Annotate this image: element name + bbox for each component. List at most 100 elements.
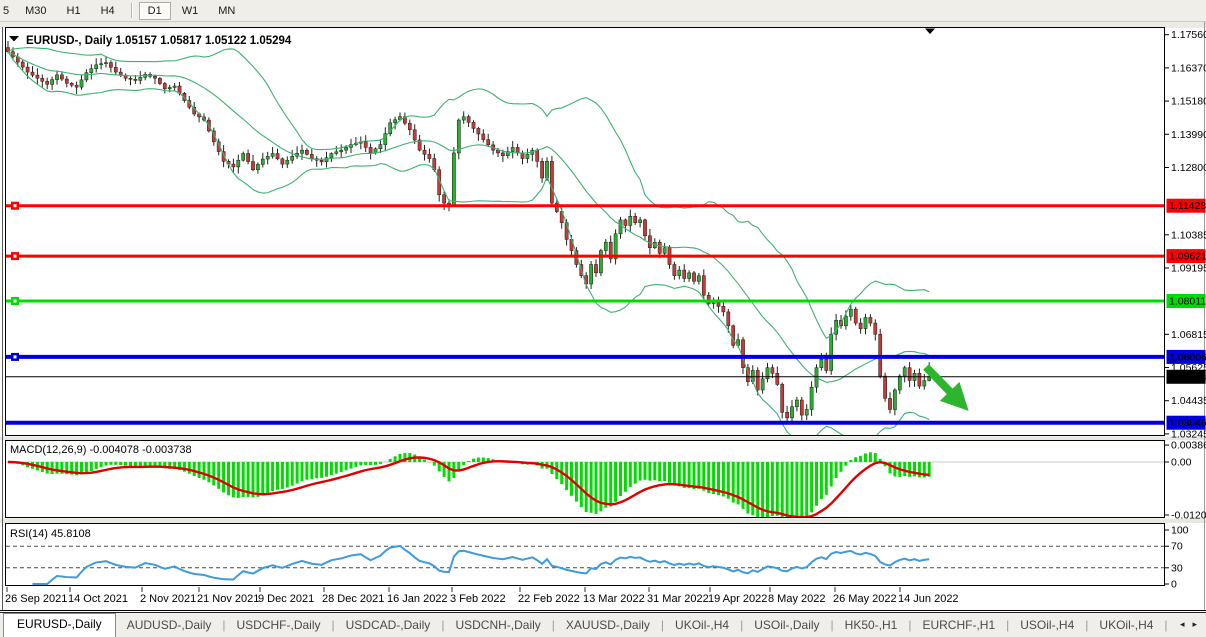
candle[interactable] <box>270 153 275 157</box>
candle[interactable] <box>648 235 652 249</box>
candle[interactable] <box>540 161 544 179</box>
candle[interactable] <box>731 325 736 346</box>
candle[interactable] <box>128 77 133 80</box>
candle[interactable] <box>427 154 432 159</box>
candle[interactable] <box>69 82 74 86</box>
candle[interactable] <box>481 133 486 140</box>
candle[interactable] <box>765 367 770 380</box>
rsi-panel[interactable] <box>5 523 1165 586</box>
candle[interactable] <box>388 122 393 134</box>
candle[interactable] <box>613 233 618 260</box>
candle[interactable] <box>153 76 157 79</box>
candle[interactable] <box>471 122 476 129</box>
candle[interactable] <box>305 149 309 155</box>
candle[interactable] <box>687 272 691 279</box>
candle[interactable] <box>422 149 427 155</box>
chart-tab-usdchf-daily[interactable]: USDCHF-,Daily <box>236 618 321 632</box>
candle[interactable] <box>917 373 922 387</box>
candle[interactable] <box>897 375 902 391</box>
candle[interactable] <box>848 308 853 317</box>
candle[interactable] <box>804 409 809 416</box>
candle[interactable] <box>795 399 799 407</box>
candle[interactable] <box>260 158 265 165</box>
candle[interactable] <box>863 317 868 329</box>
candle[interactable] <box>829 333 834 371</box>
candle[interactable] <box>496 149 500 154</box>
candle[interactable] <box>888 398 892 410</box>
candle[interactable] <box>246 153 250 162</box>
candle[interactable] <box>241 153 246 161</box>
candle[interactable] <box>858 322 863 329</box>
candle[interactable] <box>505 151 510 156</box>
candle[interactable] <box>393 119 397 124</box>
chart-tab-audusd-daily[interactable]: AUDUSD-,Daily <box>126 618 212 632</box>
candle[interactable] <box>231 163 236 168</box>
candle[interactable] <box>868 317 873 324</box>
chart-tab-usoil-daily[interactable]: USOil-,Daily <box>754 618 820 632</box>
candle[interactable] <box>452 152 456 207</box>
timeframe-button-M30[interactable]: M30 <box>25 4 47 17</box>
candle[interactable] <box>902 367 907 377</box>
latest-bar-marker-icon[interactable] <box>925 28 935 35</box>
candle[interactable] <box>138 77 143 81</box>
candle[interactable] <box>25 66 30 73</box>
candle[interactable] <box>55 74 59 80</box>
candle[interactable] <box>697 275 701 282</box>
candle[interactable] <box>378 144 383 150</box>
candle[interactable] <box>677 269 682 276</box>
candle[interactable] <box>775 373 780 385</box>
symbol-dropdown-icon[interactable] <box>9 36 19 42</box>
candle[interactable] <box>40 77 45 82</box>
candle[interactable] <box>726 311 731 327</box>
candle[interactable] <box>50 79 54 85</box>
candle[interactable] <box>319 159 324 163</box>
candle[interactable] <box>461 116 466 121</box>
candle[interactable] <box>300 149 304 154</box>
candle[interactable] <box>692 272 696 282</box>
candle[interactable] <box>35 74 40 79</box>
candle[interactable] <box>334 151 339 154</box>
candle[interactable] <box>94 64 99 69</box>
candle[interactable] <box>525 154 530 159</box>
chart-area[interactable]: 1.17560 1.16370 1.15180 1.13990 1.12800 1.103… <box>0 22 1206 612</box>
candle[interactable] <box>79 79 84 88</box>
candle[interactable] <box>89 68 94 73</box>
panel-splitter[interactable] <box>0 518 1206 524</box>
timeframe-button-H4[interactable]: H4 <box>100 4 115 17</box>
candle[interactable] <box>456 119 461 154</box>
candle[interactable] <box>927 376 932 381</box>
candle[interactable] <box>109 62 113 68</box>
chart-tab-hk50-h1[interactable]: HK50-,H1 <box>844 618 898 632</box>
candle[interactable] <box>809 386 814 410</box>
candle[interactable] <box>662 247 667 254</box>
candle[interactable] <box>893 389 897 410</box>
candle[interactable] <box>118 71 123 76</box>
candle[interactable] <box>515 147 520 154</box>
candle[interactable] <box>412 129 417 141</box>
candle[interactable] <box>790 406 794 419</box>
candle[interactable] <box>785 412 789 419</box>
timeframe-button-W1[interactable]: W1 <box>181 4 199 17</box>
candle[interactable] <box>535 149 540 162</box>
candle[interactable] <box>60 74 64 80</box>
candle[interactable] <box>770 367 775 374</box>
candle[interactable] <box>594 264 598 274</box>
candle[interactable] <box>383 133 388 145</box>
candle[interactable] <box>368 147 373 154</box>
candle[interactable] <box>407 123 412 131</box>
candle[interactable] <box>251 161 255 170</box>
candle[interactable] <box>74 84 79 88</box>
candle[interactable] <box>633 216 638 223</box>
candle[interactable] <box>290 156 295 161</box>
candle[interactable] <box>550 161 554 204</box>
candle[interactable] <box>554 202 559 212</box>
timeframe-button-5[interactable]: 5 <box>3 4 10 17</box>
candle[interactable] <box>324 157 329 163</box>
candle[interactable] <box>824 359 829 371</box>
candle[interactable] <box>30 71 35 76</box>
candle[interactable] <box>275 153 280 160</box>
candle[interactable] <box>799 399 804 416</box>
candle[interactable] <box>20 61 25 68</box>
candle[interactable] <box>236 159 241 168</box>
candle[interactable] <box>417 139 422 151</box>
